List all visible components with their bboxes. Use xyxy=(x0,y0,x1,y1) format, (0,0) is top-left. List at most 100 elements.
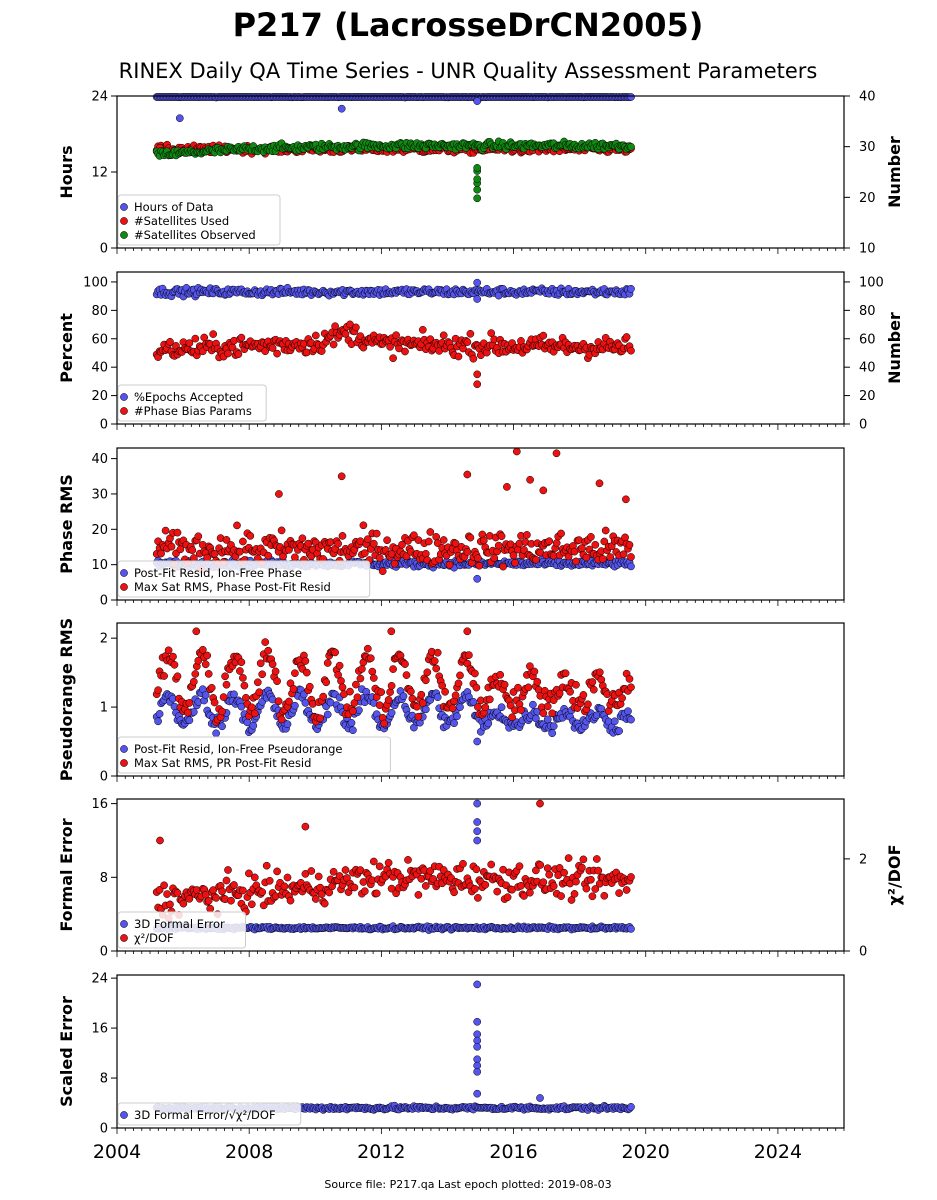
data-point xyxy=(594,866,603,875)
data-point xyxy=(360,887,369,896)
data-point xyxy=(622,495,630,504)
data-point xyxy=(508,713,516,722)
data-point xyxy=(218,722,226,731)
data-point xyxy=(291,553,299,562)
data-point xyxy=(350,883,359,892)
y-tick-label: 0 xyxy=(100,418,108,433)
data-point xyxy=(454,352,463,361)
y-axis-label-right: χ²/DOF xyxy=(885,845,904,906)
data-point xyxy=(473,1067,482,1076)
data-point xyxy=(473,1042,482,1051)
data-point xyxy=(383,536,391,545)
data-point xyxy=(469,354,478,363)
data-point xyxy=(218,887,226,896)
data-point xyxy=(473,278,482,287)
legend-panel-2: %Epochs Accepted#Phase Bias Params xyxy=(117,384,267,422)
data-point xyxy=(493,887,502,896)
data-point xyxy=(253,678,262,687)
legend-marker xyxy=(120,407,128,415)
data-point xyxy=(387,681,396,690)
data-point xyxy=(353,693,362,702)
data-point xyxy=(240,681,249,690)
y-tick-label-right: 0 xyxy=(859,945,867,960)
data-point xyxy=(392,331,400,340)
data-point xyxy=(258,888,267,896)
y-axis-label: Hours xyxy=(57,145,76,198)
data-point xyxy=(520,546,528,554)
data-point xyxy=(471,885,479,893)
data-point xyxy=(487,329,496,337)
data-point xyxy=(209,330,218,338)
data-point xyxy=(627,683,635,692)
data-point xyxy=(185,339,194,347)
data-point xyxy=(560,868,568,877)
data-point xyxy=(360,549,369,557)
y-axis-label-right: Number xyxy=(885,136,904,208)
y-tick-label: 30 xyxy=(91,487,108,502)
points-panel-5 xyxy=(152,799,635,934)
data-point xyxy=(473,980,482,989)
data-point xyxy=(200,333,209,342)
x-tick-label: 2016 xyxy=(489,1141,537,1163)
data-point xyxy=(471,669,479,678)
data-point xyxy=(358,665,366,673)
data-point xyxy=(349,707,357,715)
data-point xyxy=(433,693,442,702)
data-point xyxy=(386,688,394,696)
data-point xyxy=(539,709,548,718)
data-point xyxy=(157,549,165,558)
data-point xyxy=(463,338,472,346)
data-point xyxy=(619,550,628,559)
data-point xyxy=(448,704,457,713)
y-tick-label-right: 2 xyxy=(859,852,867,867)
data-point xyxy=(526,475,534,484)
data-point xyxy=(261,638,270,646)
data-point xyxy=(239,674,247,682)
data-point xyxy=(530,667,539,676)
data-point xyxy=(456,703,464,711)
data-point xyxy=(194,532,203,541)
data-point xyxy=(369,539,378,548)
data-point xyxy=(497,532,506,541)
data-point xyxy=(352,680,360,689)
data-point xyxy=(302,668,311,677)
data-point xyxy=(564,854,573,862)
data-point xyxy=(529,700,537,709)
data-point xyxy=(386,342,394,351)
data-point xyxy=(176,545,185,554)
y-tick-label-right: 40 xyxy=(859,90,876,105)
legend-marker xyxy=(120,934,128,942)
data-point xyxy=(338,683,347,692)
data-point xyxy=(627,142,635,151)
data-point xyxy=(572,680,580,689)
data-point xyxy=(337,472,346,481)
data-point xyxy=(473,295,482,303)
data-point xyxy=(627,553,635,561)
x-tick-label: 2024 xyxy=(754,1141,802,1163)
data-point xyxy=(222,536,231,544)
y-tick-label-right: 80 xyxy=(859,304,876,319)
data-point xyxy=(606,553,615,561)
data-point xyxy=(262,861,271,870)
data-point xyxy=(625,675,634,683)
figure-subtitle: RINEX Daily QA Time Series - UNR Quality… xyxy=(119,59,818,83)
data-point xyxy=(579,855,588,864)
legend-marker xyxy=(120,759,128,767)
y-tick-label-right: 10 xyxy=(859,242,876,257)
data-point xyxy=(242,693,250,702)
data-point xyxy=(592,855,601,863)
data-point xyxy=(201,691,210,699)
data-point xyxy=(432,664,441,673)
data-point xyxy=(543,702,552,711)
data-point xyxy=(366,654,375,663)
data-point xyxy=(164,646,173,655)
data-point xyxy=(549,882,558,890)
data-point xyxy=(539,486,548,495)
data-point xyxy=(404,856,412,864)
data-point xyxy=(246,532,255,540)
data-point xyxy=(167,542,176,551)
data-point xyxy=(161,526,170,535)
data-point xyxy=(160,672,168,680)
data-point xyxy=(423,668,432,677)
